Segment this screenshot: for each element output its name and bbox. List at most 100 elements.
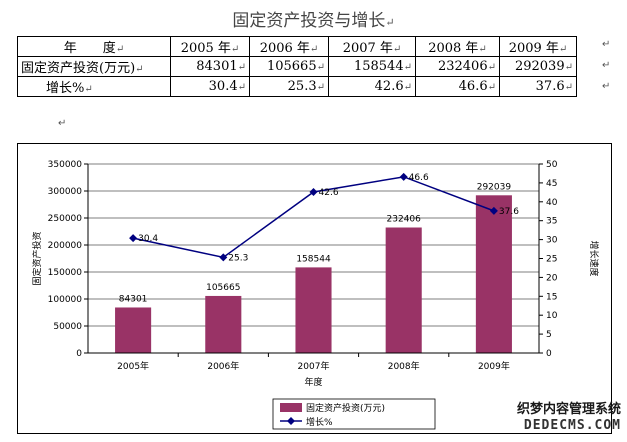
header-label: 年 度	[63, 41, 116, 56]
line-data-label: 25.3	[228, 253, 248, 263]
x-tick-label: 2008年	[388, 360, 420, 372]
y-tick-label: 0	[76, 349, 82, 359]
y-tick-label: 150000	[48, 268, 83, 278]
x-tick-label: 2005年	[117, 360, 149, 372]
bar	[475, 195, 512, 353]
cell-mark-icon: ↵	[564, 82, 573, 93]
line-point	[309, 187, 318, 196]
cell-mark-icon: ↵	[135, 64, 144, 75]
y-tick-label: 350000	[48, 160, 83, 170]
watermark-line2: DEDECMS.COM	[523, 418, 621, 433]
bar	[295, 267, 332, 353]
cell-value: 30.4	[208, 79, 238, 94]
table-cell: 30.4↵	[170, 76, 250, 97]
line-point	[399, 172, 408, 181]
cell-value: 105665	[266, 59, 317, 74]
cell-value: 232406	[437, 59, 488, 74]
header-year: 2006 年	[259, 41, 310, 56]
bar	[115, 307, 152, 353]
cell-mark-icon: ↵	[487, 82, 496, 93]
y2-tick-label: 5	[546, 330, 552, 340]
y2-axis-title: 增长速度	[588, 240, 600, 276]
y2-tick-label: 35	[546, 217, 557, 227]
cell-mark-icon: ↵	[115, 44, 125, 55]
y-tick-label: 200000	[48, 241, 83, 251]
header-year-cell: 2007 年↵	[328, 36, 416, 57]
y2-tick-label: 25	[546, 255, 557, 265]
table-cell: 292039↵	[499, 56, 577, 77]
cell-value: 158544	[353, 59, 404, 74]
bar-data-label: 84301	[119, 294, 148, 304]
y2-tick-label: 40	[546, 198, 558, 208]
cell-mark-icon: ↵	[237, 62, 246, 73]
cell-value: 292039	[514, 59, 565, 74]
table-cell: 84301↵	[170, 56, 250, 77]
y2-tick-label: 45	[546, 179, 557, 189]
x-axis-title: 年度	[304, 376, 322, 388]
chart-frame: 84301 105665 158544 232406 292039 30.4 25.3 42…	[17, 143, 612, 434]
cell-mark-icon: ↵	[487, 62, 496, 73]
line-series	[129, 172, 498, 262]
table-row: 固定资产投资(万元)↵ 84301↵ 105665↵ 158544↵ 23240…	[17, 56, 577, 77]
y-tick-label: 50000	[53, 322, 82, 332]
cell-value: 84301	[196, 59, 238, 74]
line-labels: 30.4 25.3 42.6 46.6 37.6	[138, 173, 519, 264]
legend-label: 增长%	[306, 416, 333, 428]
table-row: 增长%↵ 30.4↵ 25.3↵ 42.6↵ 46.6↵ 37.6↵	[17, 76, 577, 97]
line-data-label: 37.6	[499, 207, 519, 217]
watermark-line1: 织梦内容管理系统	[516, 402, 621, 417]
table-cell: 105665↵	[249, 56, 329, 77]
bar-labels: 84301 105665 158544 232406 292039	[119, 182, 512, 304]
watermark: 织梦内容管理系统 DEDECMS.COM	[517, 402, 621, 434]
bar-data-label: 158544	[296, 254, 331, 264]
cell-mark-icon: ↵	[84, 84, 93, 95]
row-end-mark-icon: ↵	[602, 81, 611, 92]
table-cell: 25.3↵	[249, 76, 329, 97]
cell-mark-icon: ↵	[478, 44, 487, 55]
line-point	[129, 234, 138, 243]
cell-mark-icon: ↵	[309, 44, 319, 55]
table-cell: 158544↵	[328, 56, 416, 77]
x-tick-label: 2007年	[298, 360, 330, 372]
y2-tick-label: 30	[546, 236, 558, 246]
cell-mark-icon: ↵	[316, 82, 325, 93]
y2-tick-label: 20	[546, 273, 558, 283]
row-label: 固定资产投资(万元)	[21, 61, 136, 76]
header-year-cell: 2006 年↵	[249, 36, 329, 57]
header-label-cell: 年 度↵	[17, 36, 171, 57]
axes: 0 50000 100000 150000 200000 250000 300000 3500…	[31, 160, 600, 388]
bar	[205, 295, 242, 353]
header-year: 2009 年	[508, 41, 559, 56]
row-label: 增长%	[46, 81, 85, 96]
header-year-cell: 2008 年↵	[415, 36, 500, 57]
line-data-label: 42.6	[319, 188, 339, 198]
cell-value: 25.3	[287, 79, 317, 94]
y2-tick-label: 15	[546, 292, 557, 302]
line-point	[489, 206, 498, 215]
paragraph-mark-icon: ↵	[58, 118, 67, 129]
bar-data-label: 292039	[477, 182, 512, 192]
table-cell: 46.6↵	[415, 76, 500, 97]
cell-value: 42.6	[374, 79, 404, 94]
header-year: 2007 年	[342, 41, 393, 56]
line-data-label: 30.4	[138, 234, 158, 244]
bar	[385, 227, 422, 353]
y-tick-label: 300000	[48, 187, 83, 197]
y2-tick-label: 50	[546, 160, 558, 170]
y2-tick-label: 10	[546, 311, 558, 321]
paragraph-mark-icon: ↵	[385, 16, 395, 29]
header-year: 2005 年	[180, 41, 231, 56]
cell-value: 46.6	[458, 79, 488, 94]
legend-label: 固定资产投资(万元)	[306, 402, 385, 414]
cell-mark-icon: ↵	[237, 82, 246, 93]
x-tick-label: 2006年	[207, 360, 239, 372]
combo-chart: 84301 105665 158544 232406 292039 30.4 25.3 42…	[31, 160, 600, 430]
y-tick-label: 250000	[48, 214, 83, 224]
y-tick-label: 100000	[48, 295, 83, 305]
table-cell: 42.6↵	[328, 76, 416, 97]
cell-mark-icon: ↵	[558, 44, 568, 55]
cell-mark-icon: ↵	[316, 62, 325, 73]
row-end-mark-icon: ↵	[602, 39, 611, 50]
page-title: 固定资产投资与增长↵	[0, 6, 627, 31]
row-label-cell: 增长%↵	[17, 76, 171, 97]
